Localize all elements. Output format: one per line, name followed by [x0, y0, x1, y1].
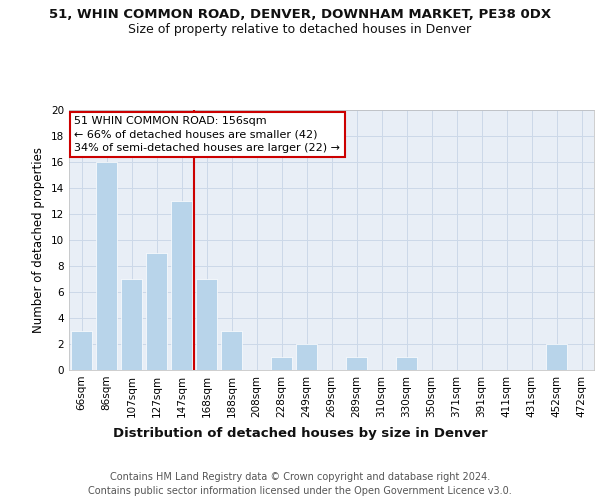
- Y-axis label: Number of detached properties: Number of detached properties: [32, 147, 46, 333]
- Bar: [546, 344, 567, 370]
- Bar: [346, 357, 367, 370]
- Bar: [396, 357, 417, 370]
- Text: 51, WHIN COMMON ROAD, DENVER, DOWNHAM MARKET, PE38 0DX: 51, WHIN COMMON ROAD, DENVER, DOWNHAM MA…: [49, 8, 551, 20]
- Text: Distribution of detached houses by size in Denver: Distribution of detached houses by size …: [113, 428, 487, 440]
- Text: 51 WHIN COMMON ROAD: 156sqm
← 66% of detached houses are smaller (42)
34% of sem: 51 WHIN COMMON ROAD: 156sqm ← 66% of det…: [74, 116, 340, 153]
- Bar: [171, 201, 192, 370]
- Bar: [296, 344, 317, 370]
- Text: Contains HM Land Registry data © Crown copyright and database right 2024.: Contains HM Land Registry data © Crown c…: [110, 472, 490, 482]
- Text: Size of property relative to detached houses in Denver: Size of property relative to detached ho…: [128, 22, 472, 36]
- Bar: [196, 279, 217, 370]
- Bar: [146, 253, 167, 370]
- Text: Contains public sector information licensed under the Open Government Licence v3: Contains public sector information licen…: [88, 486, 512, 496]
- Bar: [121, 279, 142, 370]
- Bar: [221, 331, 242, 370]
- Bar: [96, 162, 117, 370]
- Bar: [271, 357, 292, 370]
- Bar: [71, 331, 92, 370]
